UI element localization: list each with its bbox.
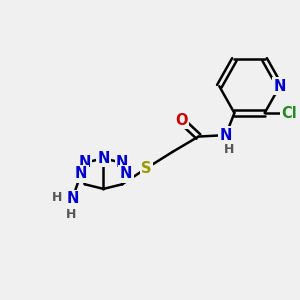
Text: N: N bbox=[66, 191, 79, 206]
Text: N: N bbox=[75, 166, 87, 181]
Text: N: N bbox=[274, 79, 286, 94]
Text: S: S bbox=[141, 160, 152, 175]
Text: N: N bbox=[120, 166, 132, 181]
Text: N: N bbox=[79, 155, 91, 170]
Text: N: N bbox=[97, 151, 110, 166]
Text: O: O bbox=[175, 113, 188, 128]
Text: N: N bbox=[116, 155, 128, 170]
Text: Cl: Cl bbox=[281, 106, 297, 121]
Text: H: H bbox=[51, 190, 62, 204]
Text: N: N bbox=[220, 128, 232, 142]
Text: H: H bbox=[66, 208, 76, 221]
Text: H: H bbox=[224, 143, 234, 156]
